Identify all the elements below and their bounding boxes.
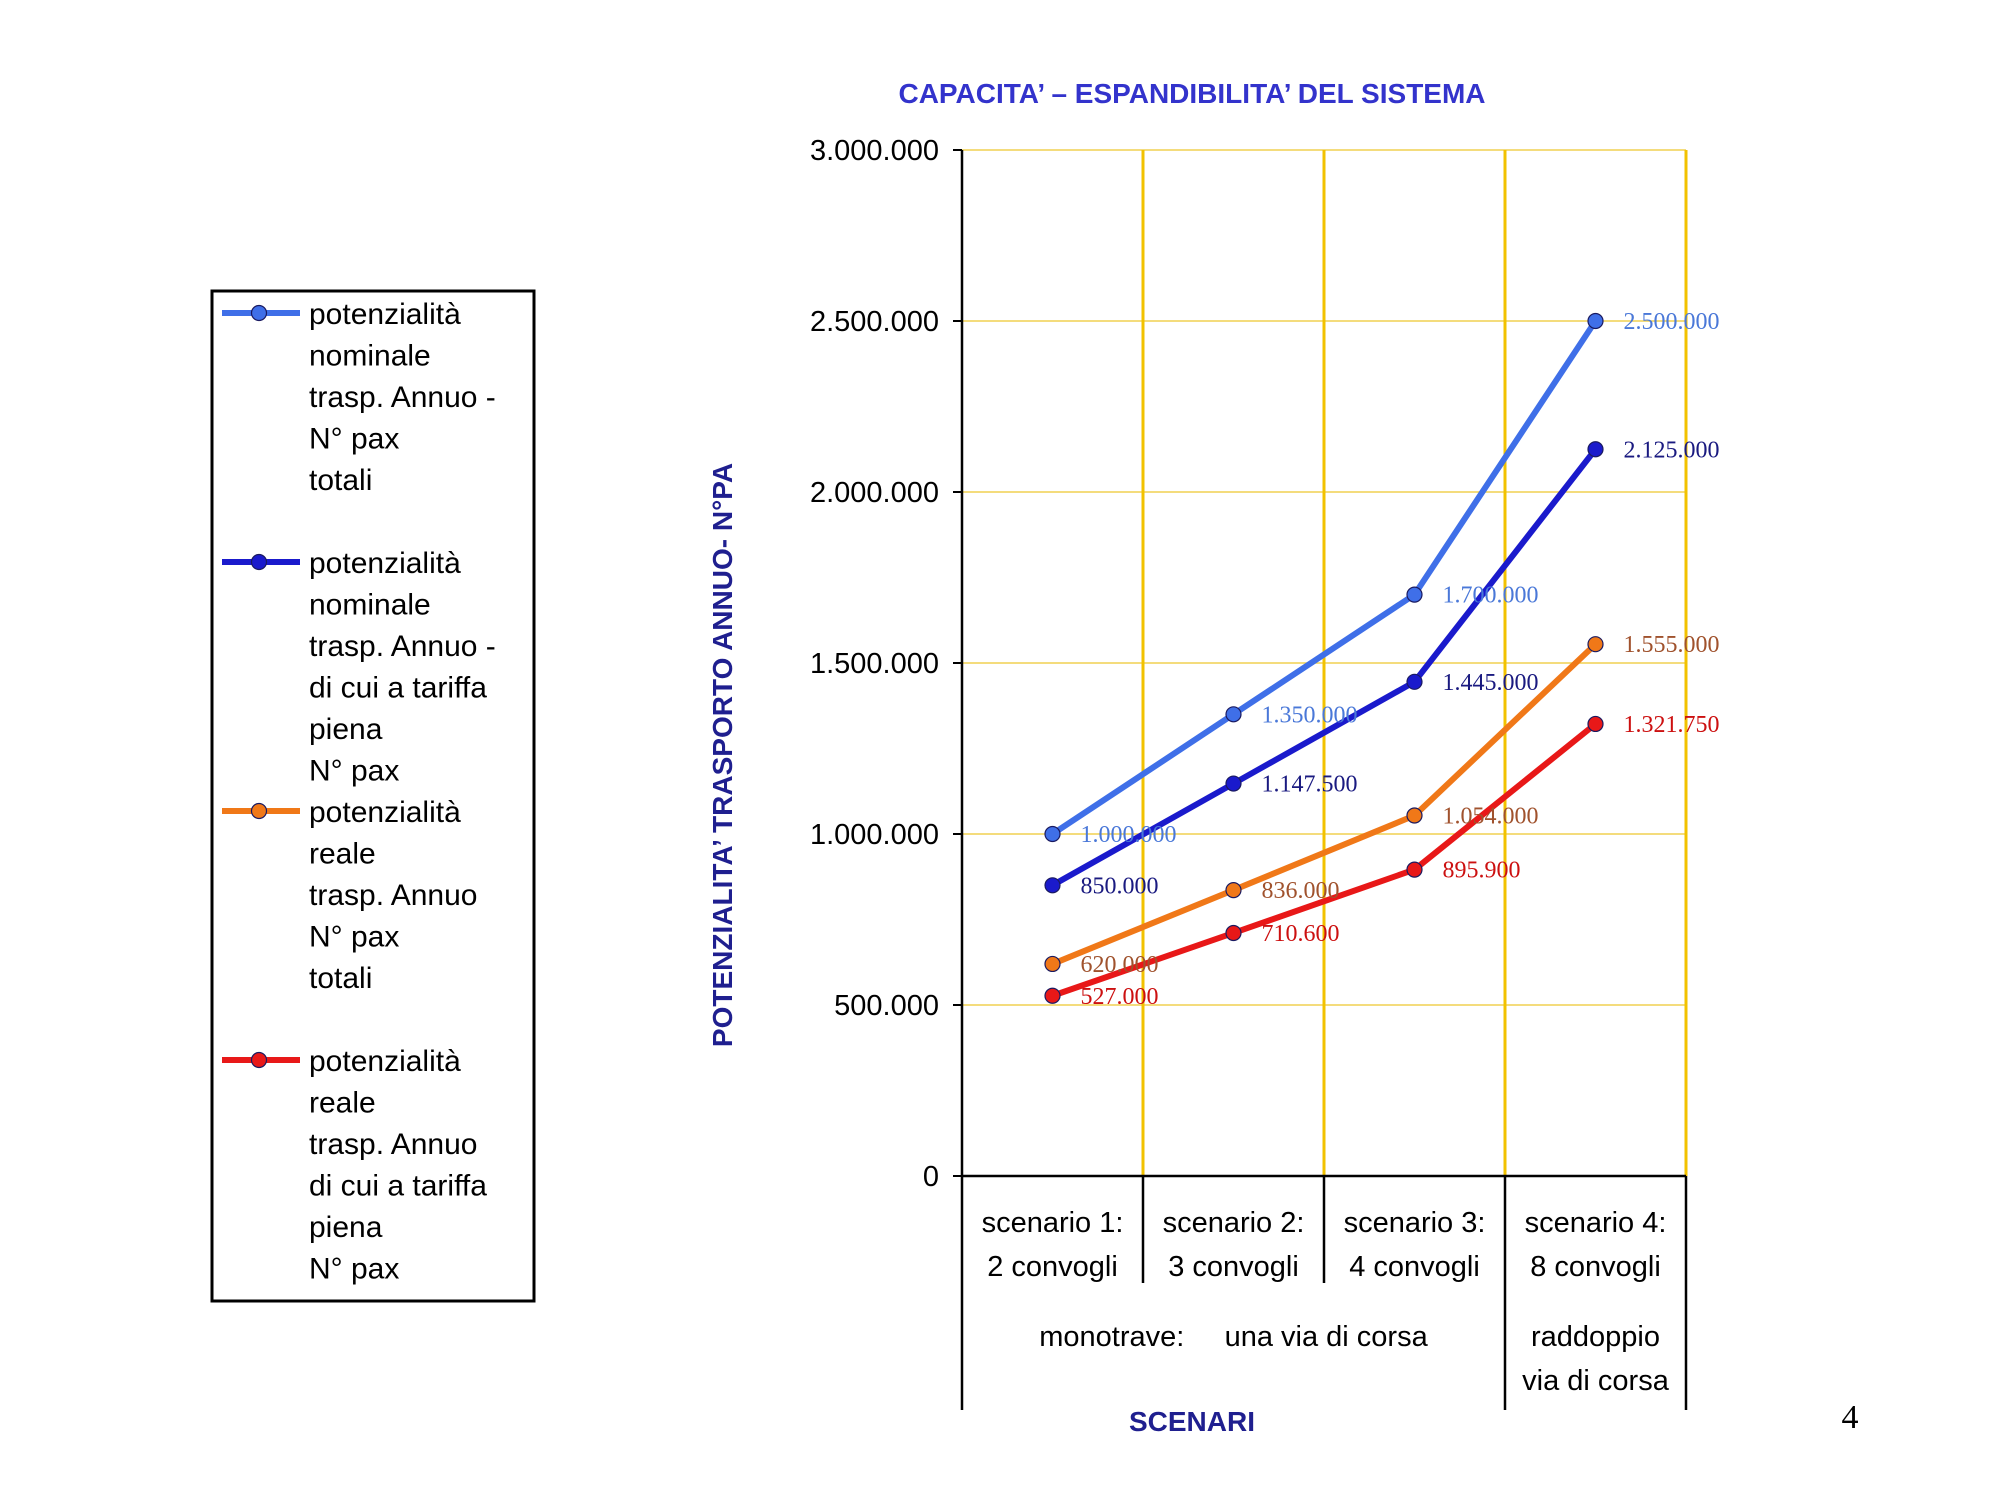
x-tick-label: scenario 2: xyxy=(1163,1207,1305,1239)
data-label: 836.000 xyxy=(1262,878,1340,904)
x-tick-label: 2 convogli xyxy=(987,1251,1118,1283)
x-tick-label: scenario 4: xyxy=(1525,1207,1667,1239)
data-label: 710.600 xyxy=(1262,921,1340,947)
y-tick-label: 2.500.000 xyxy=(810,306,939,338)
data-point xyxy=(1587,636,1604,653)
legend-label: potenzialità xyxy=(309,298,461,331)
data-label: 620.000 xyxy=(1081,952,1159,978)
data-label: 1.555.000 xyxy=(1624,632,1720,658)
legend-label: totali xyxy=(309,464,372,497)
legend-label: nominale xyxy=(309,340,431,373)
legend-label: reale xyxy=(309,838,376,871)
chart-title: CAPACITA’ – ESPANDIBILITA’ DEL SISTEMA xyxy=(898,78,1485,109)
legend-label: N° pax xyxy=(309,1253,399,1286)
data-point xyxy=(1044,877,1061,894)
y-tick-label: 1.000.000 xyxy=(810,819,939,851)
legend-label: piena xyxy=(309,713,383,746)
x-tick-label: 3 convogli xyxy=(1168,1251,1299,1283)
data-point xyxy=(1587,715,1604,733)
legend-label: potenzialità xyxy=(309,547,461,580)
legend-label: trasp. Annuo - xyxy=(309,381,496,414)
data-point xyxy=(1225,924,1242,942)
data-point xyxy=(1044,955,1061,973)
legend-label: N° pax xyxy=(309,755,399,788)
series-line xyxy=(1049,446,1599,889)
series-line xyxy=(1049,720,1599,999)
legend: potenzialità nominale trasp. Annuo - N° pax… xyxy=(210,289,536,1303)
x-axis-title: SCENARI xyxy=(1129,1406,1255,1437)
data-point xyxy=(1406,586,1423,603)
data-label: 1.350.000 xyxy=(1262,702,1358,728)
data-label: 1.147.500 xyxy=(1262,772,1358,798)
legend-label: potenzialità xyxy=(309,1045,461,1078)
data-label: 1.321.750 xyxy=(1624,712,1720,738)
data-label: 1.700.000 xyxy=(1443,583,1539,609)
y-tick-label: 3.000.000 xyxy=(810,135,939,167)
gridlines xyxy=(962,149,1688,1176)
data-label: 1.054.000 xyxy=(1443,804,1539,830)
series-line xyxy=(1049,318,1599,837)
legend-label: di cui a tariffa xyxy=(309,672,487,705)
data-label: 1.445.000 xyxy=(1443,670,1539,696)
y-axis-title: POTENZIALITA’ TRASPORTO ANNUO- N°PA xyxy=(707,463,738,1047)
series-line xyxy=(1049,641,1599,967)
data-point xyxy=(1406,807,1423,824)
data-label: 2.500.000 xyxy=(1624,309,1720,335)
data-point xyxy=(1587,312,1604,330)
data-label: 895.900 xyxy=(1443,858,1521,884)
data-label: 1.000.000 xyxy=(1081,822,1177,848)
legend-label: reale xyxy=(309,1087,376,1120)
legend-label: trasp. Annuo xyxy=(309,1128,477,1161)
y-tick-label: 0 xyxy=(923,1161,939,1193)
legend-box xyxy=(210,289,536,1303)
legend-marker xyxy=(250,1051,268,1069)
y-tick-label: 1.500.000 xyxy=(810,648,939,680)
data-point xyxy=(1587,441,1604,458)
data-point xyxy=(1044,987,1061,1004)
legend-marker xyxy=(250,304,268,322)
x-group-label: via di corsa xyxy=(1522,1365,1670,1397)
legend-label: potenzialità xyxy=(309,796,461,829)
data-label: 527.000 xyxy=(1081,984,1159,1010)
legend-marker xyxy=(250,802,268,820)
legend-label: trasp. Annuo - xyxy=(309,630,496,663)
legend-label: nominale xyxy=(309,589,431,622)
data-point xyxy=(1225,706,1242,723)
data-point xyxy=(1406,861,1423,878)
legend-label: N° pax xyxy=(309,921,399,954)
x-tick-label: 8 convogli xyxy=(1530,1251,1661,1283)
legend-label: totali xyxy=(309,962,372,995)
y-tick-label: 500.000 xyxy=(834,990,939,1022)
legend-label: piena xyxy=(309,1211,383,1244)
x-tick-label: scenario 1: xyxy=(982,1207,1124,1239)
x-group-label: monotrave: una via di corsa xyxy=(1039,1321,1428,1353)
x-tick-label: 4 convogli xyxy=(1349,1251,1480,1283)
x-tick-label: scenario 3: xyxy=(1344,1207,1486,1239)
data-labels: 1.000.000 1.350.000 1.700.000 2.500.000 850.… xyxy=(1081,309,1720,1010)
data-point xyxy=(1406,673,1423,690)
y-tick-label: 2.000.000 xyxy=(810,477,939,509)
page-number: 4 xyxy=(1842,1399,1859,1436)
data-point xyxy=(1044,825,1061,843)
legend-marker xyxy=(250,553,268,571)
legend-label: trasp. Annuo xyxy=(309,879,477,912)
data-label: 850.000 xyxy=(1081,873,1159,899)
axes: 0 500.000 1.000.000 1.500.000 2.000.000 2.500… xyxy=(810,135,1688,1410)
data-point xyxy=(1225,881,1242,899)
x-group-label: raddoppio xyxy=(1531,1321,1660,1353)
legend-label: di cui a tariffa xyxy=(309,1170,487,1203)
legend-label: N° pax xyxy=(309,423,399,456)
data-label: 2.125.000 xyxy=(1624,437,1720,463)
data-point xyxy=(1225,775,1242,792)
series xyxy=(1044,312,1604,1004)
